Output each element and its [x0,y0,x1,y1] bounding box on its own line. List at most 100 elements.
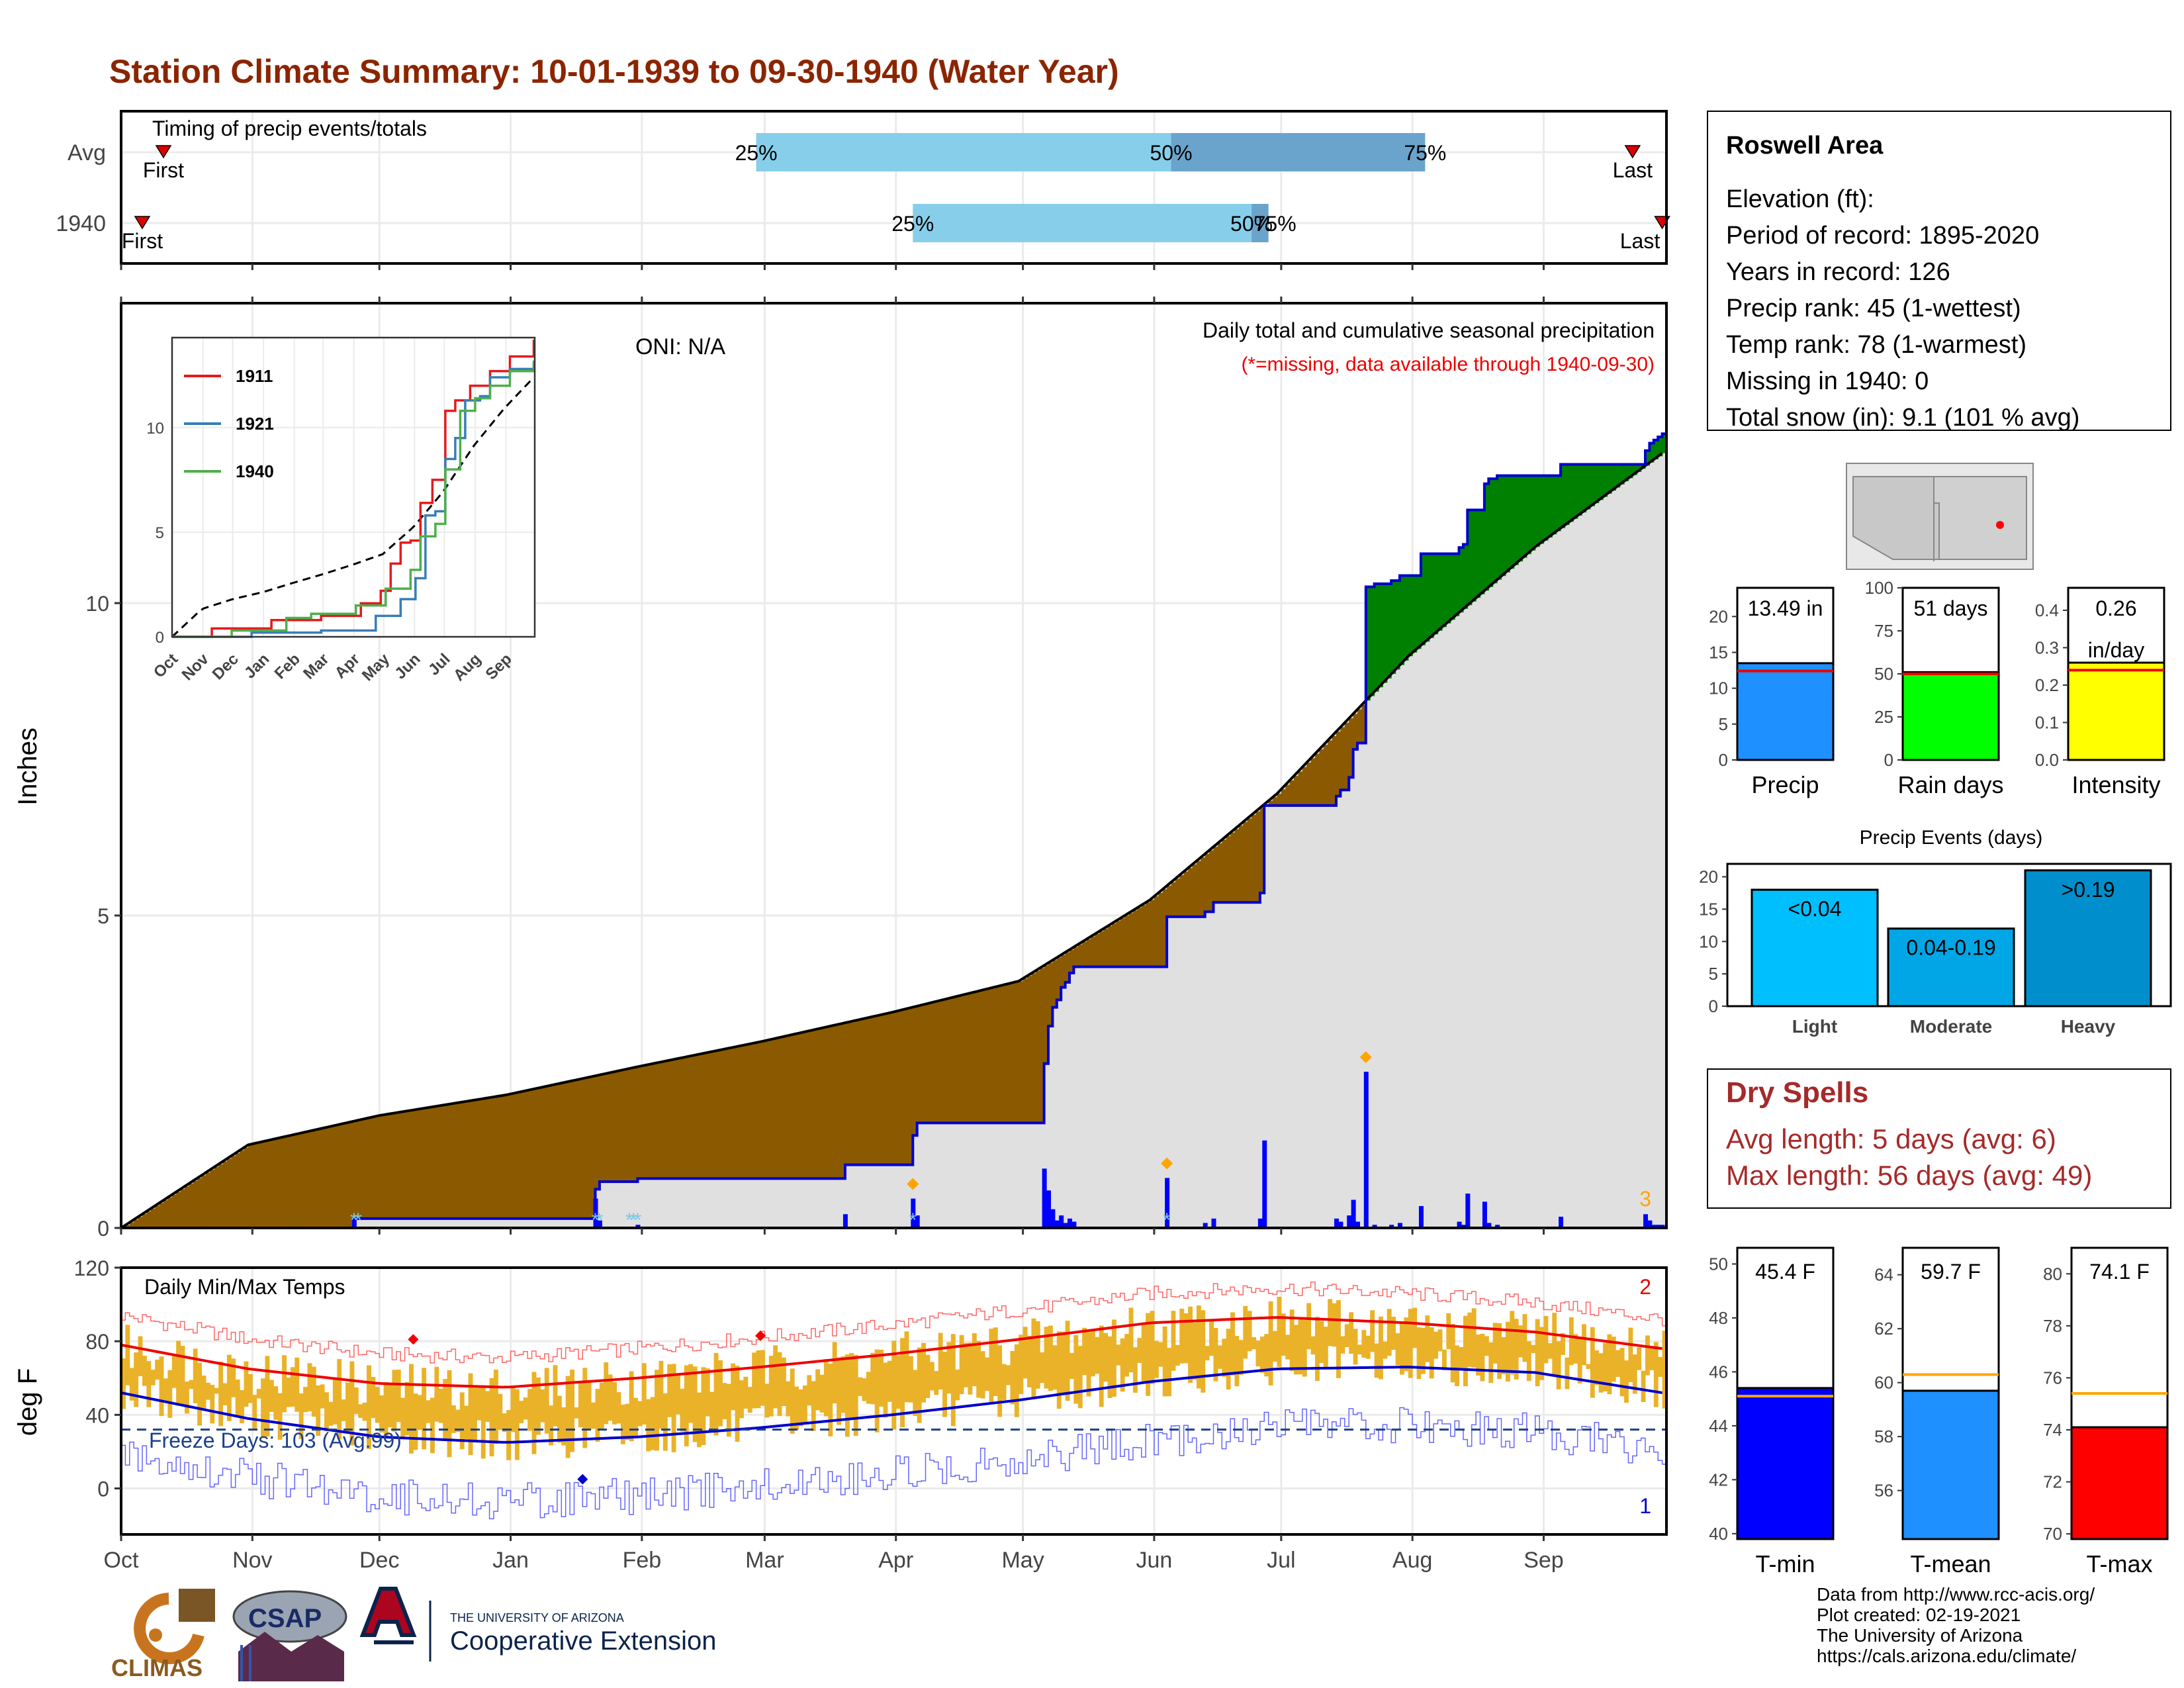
daily-temp-bar [531,1372,537,1454]
deficit-fill [502,1095,507,1219]
surplus-fill [1510,475,1515,569]
deficit-fill [591,1076,596,1219]
deficit-fill [676,1058,681,1179]
deficit-fill [201,1175,206,1228]
deficit-fill [692,1055,698,1179]
daily-temp-bar [1425,1315,1430,1362]
temp-ytick-label: 0 [97,1477,109,1501]
daily-temp-bar [514,1389,520,1460]
surplus-fill [1404,575,1409,661]
deficit-fill [837,1024,842,1179]
deficit-fill [341,1123,346,1228]
cumulative-inset-chart: 1911192119400510OctNovDecJanFebMarAprMay… [146,336,536,684]
daily-temp-bar [1340,1336,1345,1354]
daily-temp-bar [604,1362,609,1425]
deficit-fill [735,1047,740,1179]
month-tick-label: Feb [623,1548,662,1573]
deficit-fill [1082,941,1087,967]
daily-temp-bar [489,1378,494,1457]
daily-temp-bar [392,1370,397,1432]
deficit-fill [849,1021,854,1165]
deficit-fill [134,1219,139,1228]
daily-precip-bar [1211,1218,1216,1228]
inset-ytick-label: 10 [146,420,164,438]
daily-temp-bar [756,1350,761,1409]
deficit-fill [1340,727,1345,790]
deficit-fill [1234,829,1240,903]
deficit-fill [655,1063,660,1179]
summary-bar [1736,662,1835,761]
deficit-fill [925,1004,931,1123]
daily-temp-bar [1285,1335,1291,1360]
daily-temp-bar [464,1405,469,1439]
daily-temp-bar [1361,1330,1367,1358]
daily-temp-bar [1569,1317,1574,1366]
daily-temp-bar [662,1393,668,1451]
surplus-fill [1484,483,1489,591]
daily-temp-bar [887,1360,892,1402]
precip-ytick-label: 5 [97,904,109,928]
deficit-fill [731,1047,736,1179]
daily-precip-bar [1656,1225,1661,1228]
surplus-fill [1412,575,1418,653]
daily-precip-bar [842,1214,848,1228]
daily-temp-bar [1006,1365,1011,1385]
deficit-fill [193,1180,198,1228]
surplus-fill [1607,464,1612,494]
deficit-fill [155,1205,160,1228]
deficit-fill [477,1100,482,1219]
surplus-fill [1573,464,1578,519]
events-tick-label: 20 [1699,867,1718,887]
deficit-fill [1154,896,1159,967]
daily-temp-bar [353,1387,359,1415]
daily-temp-bar [286,1378,291,1407]
month-tick-label: Oct [104,1548,139,1573]
daily-temp-bar [1505,1321,1510,1382]
summary-tick-label: 100 [1865,578,1893,598]
daily-temp-bar [1069,1352,1074,1380]
timing-bar-25-50 [913,204,1252,242]
daily-temp-bar [1065,1321,1070,1401]
temp-summary-value: 45.4 F [1755,1260,1815,1284]
daily-temp-bar [883,1362,888,1418]
summary-value-label: 51 days [1913,596,1987,620]
daily-temp-bar [650,1397,655,1450]
info-line: Years in record: 126 [1726,258,1950,286]
daily-temp-bar [358,1404,363,1419]
surplus-fill [1624,464,1629,482]
summary-tick-label: 5 [1719,714,1728,734]
daily-temp-bar [1171,1311,1176,1371]
summary-tick-label: 15 [1709,643,1728,663]
daily-temp-bar [1107,1336,1113,1398]
daily-temp-bar [1061,1331,1066,1394]
daily-temp-bar [684,1365,689,1446]
daily-temp-bar [1357,1344,1362,1355]
deficit-fill [959,996,964,1123]
logos: CLIMAS CSAP THE UNIVERSITY OF ARIZONA Co… [111,1587,716,1681]
daily-temp-bar [248,1374,253,1403]
daily-temp-bar [375,1387,380,1423]
deficit-fill [578,1079,583,1219]
daily-temp-bar [1183,1313,1189,1364]
deficit-fill [320,1129,325,1228]
deficit-fill [1277,793,1282,806]
deficit-fill [900,1010,905,1165]
deficit-fill [553,1084,558,1219]
precip-events-chart: Precip Events (days) 0 5 10 15 20 <0.04 Light 0.… [1699,827,2172,1037]
daily-precip-bar [1338,1221,1343,1228]
record-high-marker [408,1334,419,1345]
deficit-fill [210,1170,215,1228]
daily-temp-bar [1247,1311,1252,1352]
deficit-fill [1332,735,1337,806]
deficit-fill [709,1052,715,1179]
deficit-fill [226,1158,232,1228]
csap-logo-text: CSAP [248,1604,322,1633]
snow-marker: * [596,1209,604,1231]
daily-temp-bar [1111,1319,1116,1397]
daily-precip-bar [1347,1215,1352,1228]
daily-temp-bar [345,1382,350,1432]
daily-temp-bar [582,1368,588,1448]
daily-temp-bar [1023,1327,1028,1379]
precip-ytick-label: 0 [97,1217,109,1241]
precip-event-label: Light [1792,1016,1837,1037]
